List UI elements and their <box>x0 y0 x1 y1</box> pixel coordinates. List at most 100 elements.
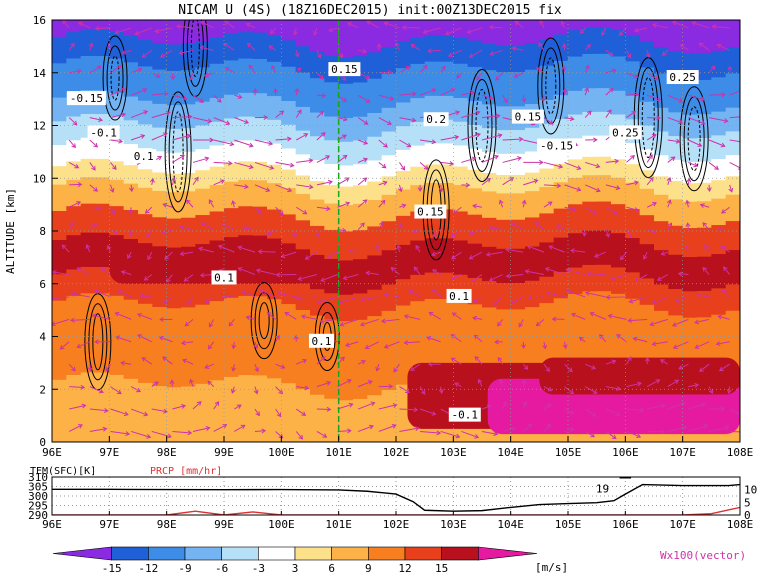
shade-cell <box>367 78 383 114</box>
shade-cell <box>195 124 211 150</box>
shade-cell <box>668 180 684 200</box>
y-tick-label: 4 <box>39 331 46 344</box>
shade-cell <box>295 106 311 131</box>
wind-vector-head <box>345 201 351 207</box>
shade-cell <box>152 306 168 387</box>
wind-vector-head <box>224 20 229 25</box>
wind-vector <box>657 274 669 281</box>
shade-cell <box>138 168 153 188</box>
wind-vector <box>398 184 402 192</box>
shade-cell <box>625 95 641 120</box>
shade-cell <box>496 153 512 175</box>
wind-vector-head <box>163 408 168 414</box>
wind-vector-head <box>391 423 397 429</box>
ts-x-tick-label: 108E <box>727 518 754 531</box>
wind-vector <box>232 341 235 349</box>
wind-vector-head <box>123 411 129 417</box>
shade-cell <box>596 111 612 136</box>
wind-vector-head <box>680 401 686 407</box>
wind-vector-head <box>365 270 371 276</box>
wind-vector-head <box>631 111 637 116</box>
wind-vector-head <box>544 267 550 272</box>
precip-label: PRCP [mm/hr] <box>150 466 222 477</box>
wind-vector <box>728 386 731 394</box>
shade-cell <box>611 158 626 178</box>
wind-vector <box>186 199 194 208</box>
wind-vector <box>52 296 70 300</box>
shade-cell <box>639 214 655 245</box>
wind-vector-head <box>71 366 76 372</box>
shade-cell <box>410 36 426 64</box>
wind-vector-head <box>601 31 606 36</box>
wind-vector-head <box>405 66 411 71</box>
wind-vector <box>431 251 441 256</box>
wind-vector-head <box>255 411 260 417</box>
wind-vector-head <box>236 404 242 409</box>
svg-text:0.15: 0.15 <box>515 111 542 124</box>
wind-vector-head <box>489 51 495 56</box>
shade-cell <box>80 176 96 204</box>
wind-vector <box>147 251 153 260</box>
svg-text:0.25: 0.25 <box>669 71 696 84</box>
wind-vector <box>646 379 660 388</box>
shade-cell <box>123 299 139 379</box>
wind-vector-head <box>245 22 251 28</box>
wind-vector-head <box>186 133 192 139</box>
shade-cell <box>338 117 354 142</box>
shade-cell <box>424 142 440 165</box>
wind-vector <box>391 267 400 275</box>
wind-vector <box>461 133 481 141</box>
colorbar-segment <box>331 546 369 561</box>
wind-vector-head <box>397 222 403 228</box>
wind-vector-head <box>618 31 624 36</box>
shade-cell <box>209 184 225 212</box>
wind-vector-head <box>561 43 567 48</box>
wind-vector-head <box>546 403 552 409</box>
wind-vector-head <box>644 357 650 362</box>
wind-vector-head <box>275 272 281 278</box>
wind-vector <box>378 222 384 230</box>
shade-cell <box>281 382 297 442</box>
wind-vector <box>357 158 368 163</box>
wind-vector-head <box>576 165 582 170</box>
wind-vector-head <box>547 201 553 206</box>
wind-vector <box>440 184 443 192</box>
wind-vector-head <box>422 29 428 35</box>
wind-vector <box>130 184 133 192</box>
shade-cell <box>353 398 368 442</box>
wind-vector-head <box>494 154 499 160</box>
shade-cell <box>238 179 254 207</box>
shade-cell <box>367 199 383 227</box>
shade-core <box>539 357 740 395</box>
y-tick-label: 14 <box>33 67 47 80</box>
colorbar-segment <box>258 546 296 561</box>
wind-vector <box>704 244 710 253</box>
shade-cell <box>510 174 526 194</box>
wind-vector-head <box>468 230 474 236</box>
shade-cell <box>525 69 540 105</box>
wind-vector-head <box>381 163 387 169</box>
wind-vector-head <box>80 384 86 390</box>
shade-cell <box>396 149 411 172</box>
x-tick-label: 103E <box>440 446 467 459</box>
wind-vector-head <box>565 289 571 295</box>
shade-cell <box>310 111 325 137</box>
wind-vector-head <box>400 165 406 171</box>
wind-vector <box>115 336 132 343</box>
wind-vector-head <box>474 434 480 439</box>
shade-cell <box>654 20 669 48</box>
colorbar-segment <box>294 546 332 561</box>
contour-ring <box>633 57 663 179</box>
wind-vector <box>399 66 410 74</box>
wind-vector <box>461 91 475 96</box>
wind-vector-head <box>96 205 102 211</box>
x-tick-label: 102E <box>383 446 410 459</box>
wind-vector <box>628 318 648 322</box>
wind-vector-head <box>240 424 246 430</box>
wind-vector-head <box>694 382 700 388</box>
wind-vector-head <box>389 96 395 101</box>
shade-cell <box>410 63 426 99</box>
wind-vector <box>445 27 462 35</box>
colorbar-label: -6 <box>215 562 228 575</box>
svg-text:0.1: 0.1 <box>312 335 332 348</box>
